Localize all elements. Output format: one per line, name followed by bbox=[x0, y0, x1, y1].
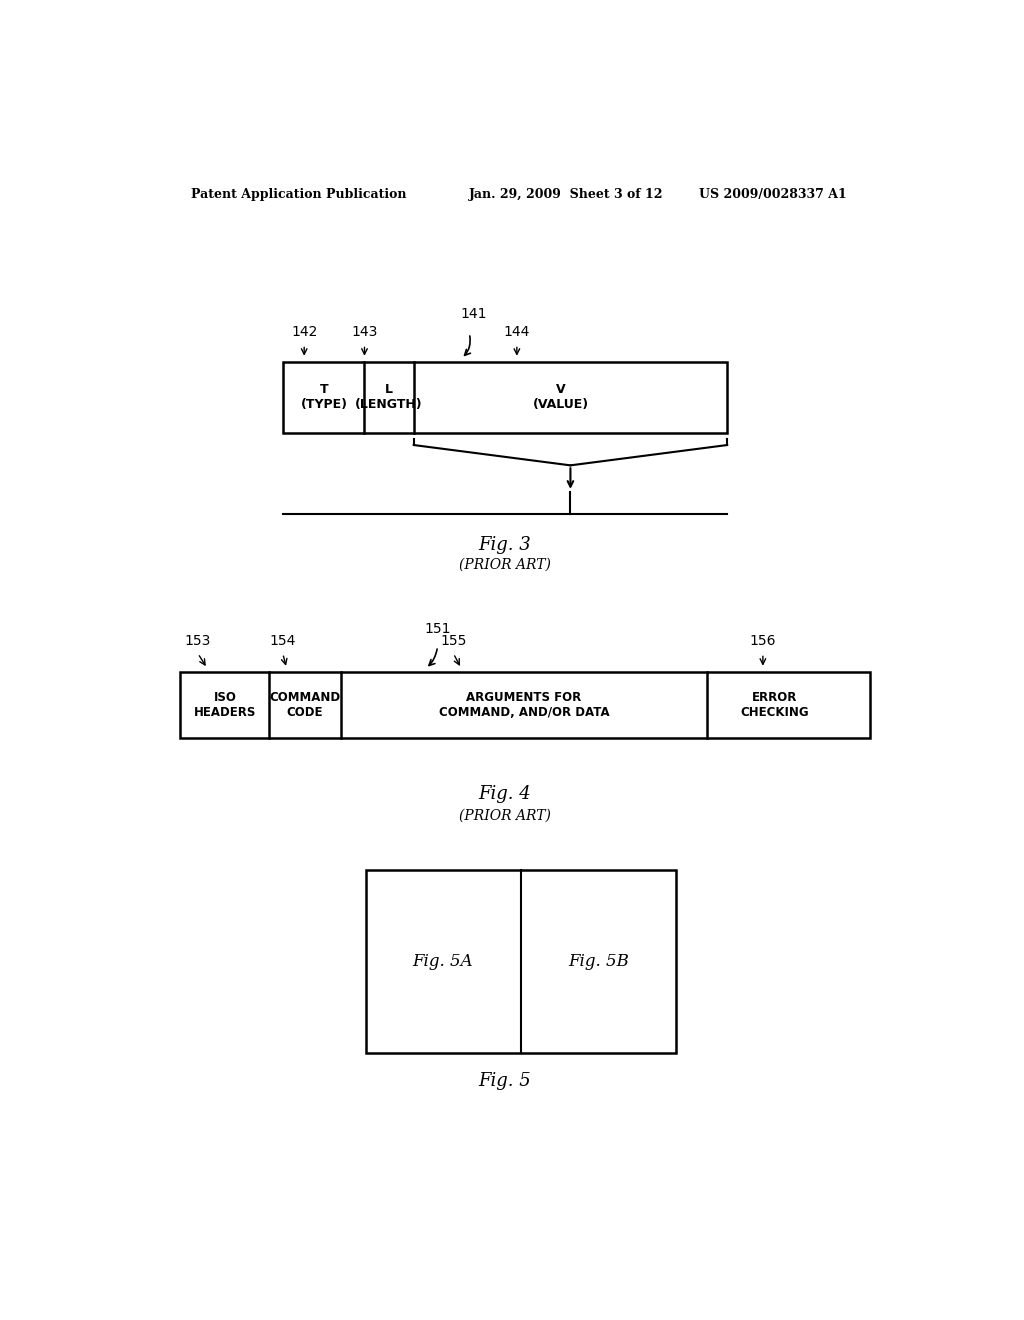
Text: ARGUMENTS FOR
COMMAND, AND/OR DATA: ARGUMENTS FOR COMMAND, AND/OR DATA bbox=[438, 690, 609, 718]
Text: ISO
HEADERS: ISO HEADERS bbox=[194, 690, 256, 718]
Text: 141: 141 bbox=[460, 308, 486, 321]
Text: US 2009/0028337 A1: US 2009/0028337 A1 bbox=[699, 189, 847, 202]
Text: Jan. 29, 2009  Sheet 3 of 12: Jan. 29, 2009 Sheet 3 of 12 bbox=[469, 189, 664, 202]
Text: Fig. 4: Fig. 4 bbox=[478, 784, 531, 803]
Text: 144: 144 bbox=[504, 325, 530, 339]
Bar bbox=[179, 672, 870, 738]
Text: V
(VALUE): V (VALUE) bbox=[532, 383, 589, 412]
Text: L
(LENGTH): L (LENGTH) bbox=[355, 383, 423, 412]
Text: (PRIOR ART): (PRIOR ART) bbox=[459, 809, 551, 822]
Text: (PRIOR ART): (PRIOR ART) bbox=[459, 558, 551, 572]
Text: 151: 151 bbox=[424, 622, 451, 636]
Text: 143: 143 bbox=[351, 325, 378, 339]
Text: 156: 156 bbox=[750, 635, 776, 648]
Text: Fig. 5A: Fig. 5A bbox=[413, 953, 473, 970]
Bar bbox=[367, 870, 676, 1053]
Text: COMMAND
CODE: COMMAND CODE bbox=[269, 690, 341, 718]
Text: 155: 155 bbox=[440, 635, 467, 648]
Text: Fig. 3: Fig. 3 bbox=[478, 536, 531, 553]
Text: 154: 154 bbox=[269, 635, 296, 648]
Text: Fig. 5B: Fig. 5B bbox=[568, 953, 629, 970]
Text: T
(TYPE): T (TYPE) bbox=[300, 383, 347, 412]
Bar bbox=[283, 362, 727, 433]
Text: 153: 153 bbox=[184, 635, 211, 648]
Text: Patent Application Publication: Patent Application Publication bbox=[191, 189, 407, 202]
Text: 142: 142 bbox=[291, 325, 317, 339]
Text: ERROR
CHECKING: ERROR CHECKING bbox=[740, 690, 809, 718]
Text: Fig. 5: Fig. 5 bbox=[478, 1072, 531, 1090]
